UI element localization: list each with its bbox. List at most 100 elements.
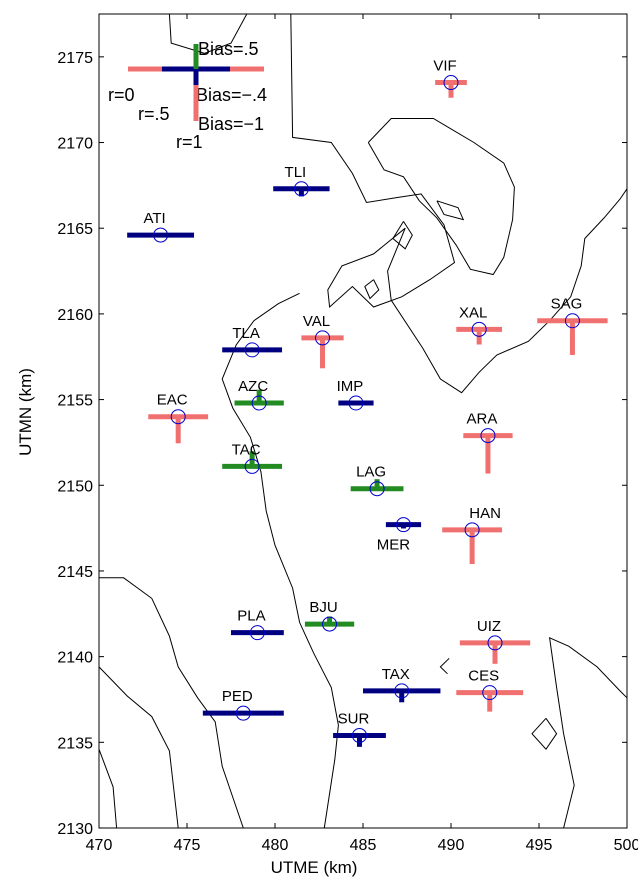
contour-line-0 xyxy=(168,13,248,54)
contour-line-11 xyxy=(548,636,628,829)
station-label-han: HAN xyxy=(469,505,501,522)
station-bju: BJU xyxy=(304,599,355,632)
station-label-val: VAL xyxy=(303,313,330,330)
station-marker-sur xyxy=(351,727,367,743)
station-marker-han xyxy=(464,522,480,538)
y-tick-label-2165: 2165 xyxy=(57,221,93,238)
station-ces: CES xyxy=(456,668,524,712)
station-label-ati: ATI xyxy=(143,210,165,227)
station-tla: TLA xyxy=(222,325,283,358)
station-label-pla: PLA xyxy=(237,608,265,625)
station-label-azc: AZC xyxy=(238,378,268,395)
station-marker-ati xyxy=(153,227,169,243)
station-label-tac: TAC xyxy=(232,441,261,458)
station-ara: ARA xyxy=(463,411,513,474)
y-axis-label: UTMN (km) xyxy=(16,368,35,456)
contour-line-3 xyxy=(436,200,465,221)
station-marker-ces xyxy=(482,685,498,701)
station-sag: SAG xyxy=(537,296,608,355)
y-tick-label-2170: 2170 xyxy=(57,136,93,153)
station-marker-bju xyxy=(322,616,338,632)
contour-line-7 xyxy=(99,577,244,829)
station-marker-vif xyxy=(443,75,459,91)
contour-line-2 xyxy=(367,118,515,276)
station-eac: EAC xyxy=(148,392,209,444)
contour-line-8 xyxy=(98,666,179,829)
station-vif: VIF xyxy=(433,58,467,98)
station-label-sur: SUR xyxy=(338,710,370,727)
y-tick-label-2135: 2135 xyxy=(57,735,93,752)
station-ati: ATI xyxy=(127,210,195,243)
contour-line-12 xyxy=(531,717,558,751)
station-label-ped: PED xyxy=(222,688,253,705)
station-label-eac: EAC xyxy=(157,392,188,409)
legend-label-r0: r=0 xyxy=(108,85,135,105)
station-marker-tla xyxy=(244,342,260,358)
x-tick-label-480: 480 xyxy=(262,837,289,854)
x-tick-label-490: 490 xyxy=(438,837,465,854)
contour-layer xyxy=(98,13,628,829)
station-label-xal: XAL xyxy=(459,304,487,321)
x-tick-label-495: 495 xyxy=(526,837,553,854)
station-label-tli: TLI xyxy=(285,164,307,181)
station-tax: TAX xyxy=(363,666,441,703)
station-label-sag: SAG xyxy=(551,296,583,313)
station-marker-sag xyxy=(564,313,580,329)
x-tick-label-475: 475 xyxy=(174,837,201,854)
station-label-ara: ARA xyxy=(467,411,498,428)
station-label-mer: MER xyxy=(377,537,411,554)
x-axis-label: UTME (km) xyxy=(271,858,358,877)
station-marker-xal xyxy=(471,321,487,337)
station-marker-imp xyxy=(348,395,364,411)
legend-label-r1: r=1 xyxy=(176,132,203,152)
contour-line-6 xyxy=(221,292,339,829)
station-val: VAL xyxy=(301,313,344,369)
station-tac: TAC xyxy=(222,441,283,474)
station-marker-pla xyxy=(249,625,265,641)
station-label-bju: BJU xyxy=(309,599,337,616)
station-uiz: UIZ xyxy=(459,618,531,664)
station-label-tax: TAX xyxy=(382,666,410,683)
station-imp: IMP xyxy=(337,378,374,411)
y-tick-label-2175: 2175 xyxy=(57,50,93,67)
station-mer: MER xyxy=(377,517,422,554)
station-marker-tax xyxy=(394,683,410,699)
station-sur: SUR xyxy=(333,710,386,747)
station-marker-mer xyxy=(395,517,411,533)
station-marker-val xyxy=(315,330,331,346)
station-layer: VIF TLI ATI VAL XAL SAG TLA AZC IMP EAC ARA TAC LAG M… xyxy=(127,58,608,747)
axis-layer: 470 475 480 485 490 495 500 2130 2135 2140 2145 215… xyxy=(57,14,638,854)
contour-line-10 xyxy=(439,657,450,675)
station-xal: XAL xyxy=(456,304,503,345)
y-tick-label-2160: 2160 xyxy=(57,307,93,324)
contour-line-1 xyxy=(290,13,628,394)
station-label-vif: VIF xyxy=(433,58,456,75)
station-azc: AZC xyxy=(234,378,284,411)
station-ped: PED xyxy=(202,688,284,721)
station-marker-uiz xyxy=(487,635,503,651)
station-marker-tli xyxy=(293,181,309,197)
station-label-uiz: UIZ xyxy=(477,618,501,635)
legend-label-bias-pos: Bias=.5 xyxy=(198,39,259,59)
station-pla: PLA xyxy=(231,608,284,641)
station-label-ces: CES xyxy=(468,668,499,685)
station-marker-azc xyxy=(251,395,267,411)
station-marker-tac xyxy=(244,458,260,474)
legend-label-r05: r=.5 xyxy=(138,104,170,124)
station-label-tla: TLA xyxy=(232,325,260,342)
y-tick-label-2130: 2130 xyxy=(57,821,93,838)
contour-line-9 xyxy=(98,749,118,829)
y-tick-label-2155: 2155 xyxy=(57,393,93,410)
station-marker-ara xyxy=(480,428,496,444)
y-tick-label-2140: 2140 xyxy=(57,650,93,667)
legend: r=0 r=.5 r=1 Bias=.5 Bias=−.4 Bias=−1 xyxy=(108,39,267,152)
legend-label-bias-mid: Bias=−.4 xyxy=(196,85,267,105)
y-tick-label-2145: 2145 xyxy=(57,564,93,581)
x-tick-label-470: 470 xyxy=(86,837,113,854)
station-label-lag: LAG xyxy=(356,464,386,481)
station-marker-ped xyxy=(235,705,251,721)
station-label-imp: IMP xyxy=(337,378,364,395)
contour-line-5 xyxy=(364,279,380,300)
